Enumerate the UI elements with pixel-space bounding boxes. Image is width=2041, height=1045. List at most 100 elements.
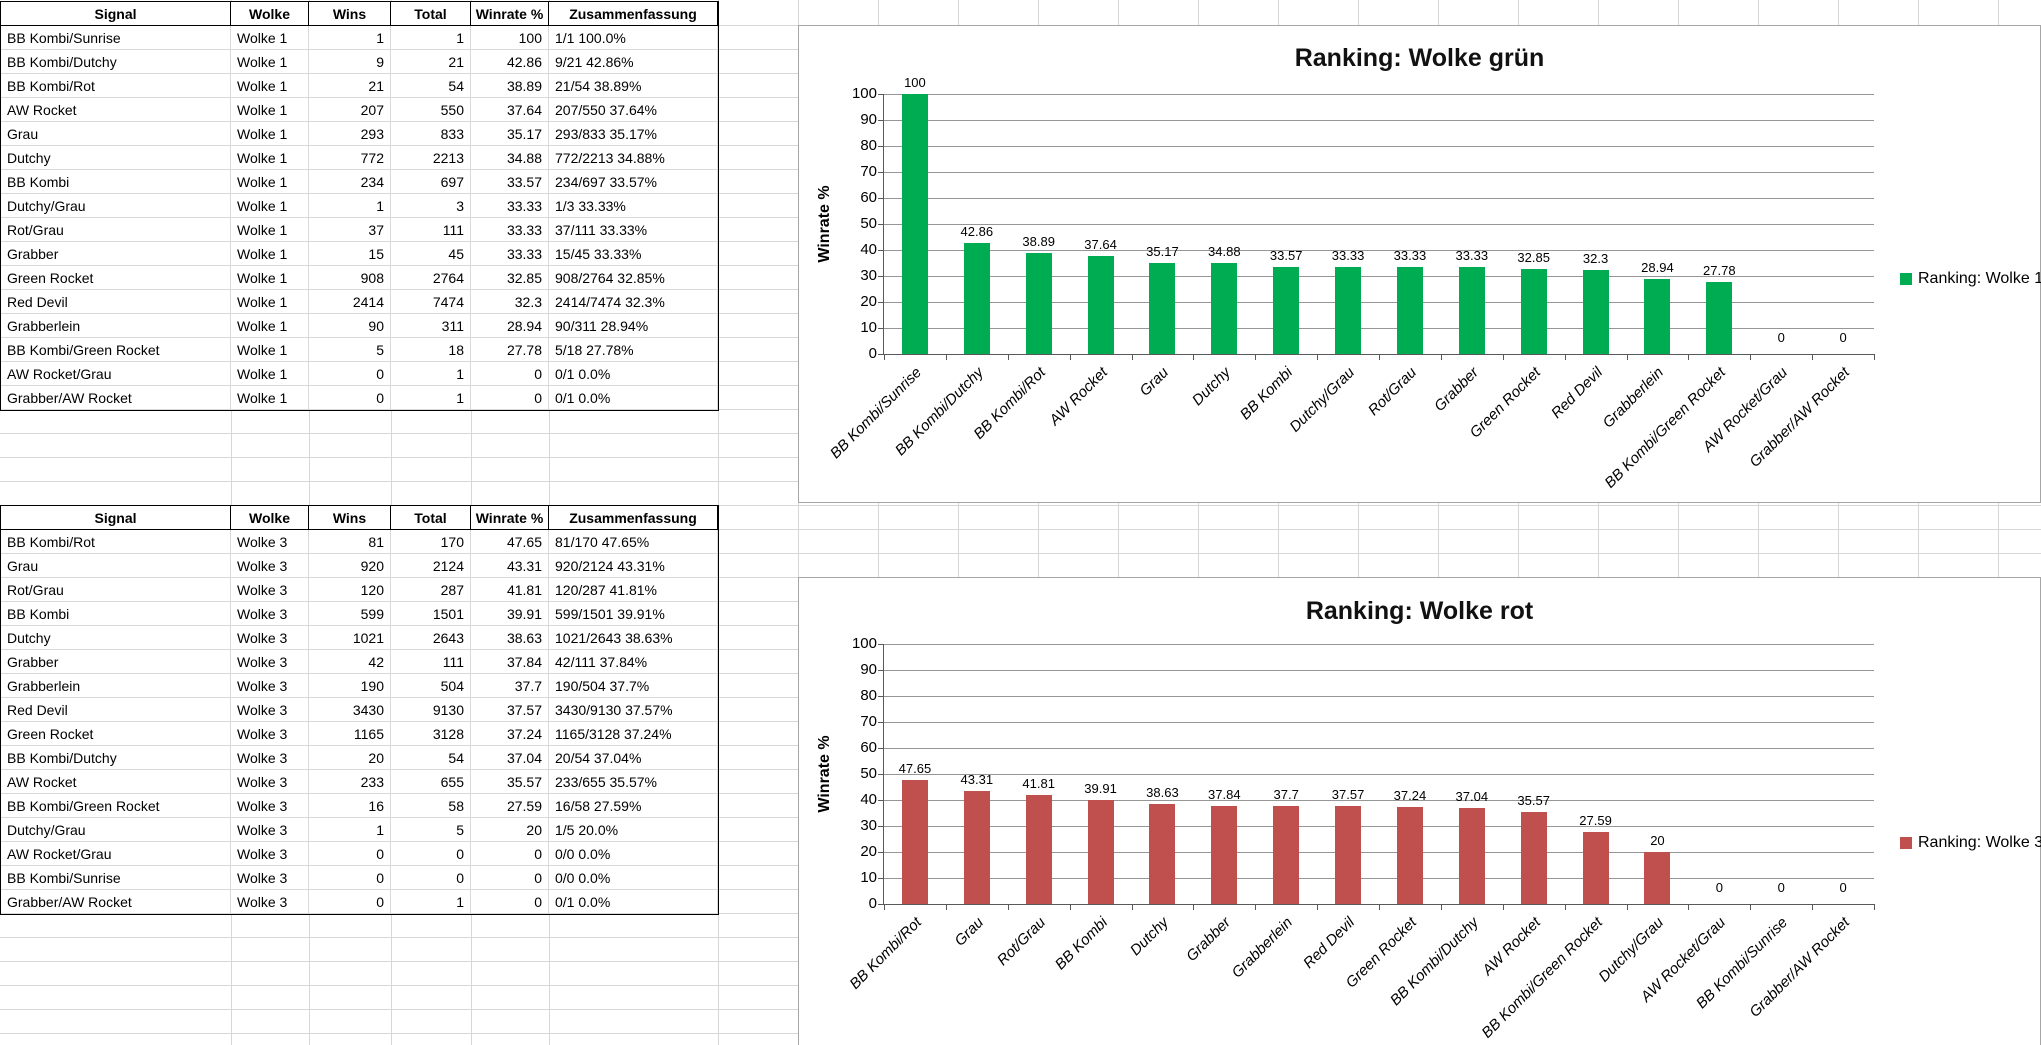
table-cell[interactable]: 1 <box>391 386 471 410</box>
table-cell[interactable]: 16 <box>309 794 391 818</box>
table-cell[interactable]: 27.78 <box>471 338 549 362</box>
table-cell[interactable]: 42.86 <box>471 50 549 74</box>
table-cell[interactable]: 1501 <box>391 602 471 626</box>
chart-bar[interactable] <box>1335 267 1362 354</box>
table-cell[interactable]: 35.17 <box>471 122 549 146</box>
chart-bar[interactable] <box>1335 806 1362 904</box>
table-cell[interactable]: 0 <box>309 890 391 914</box>
table-cell[interactable]: AW Rocket <box>1 770 231 794</box>
table-cell[interactable]: 100 <box>471 26 549 50</box>
chart-bar[interactable] <box>1087 256 1114 354</box>
table-cell[interactable]: 2764 <box>391 266 471 290</box>
table-cell[interactable]: 37.64 <box>471 98 549 122</box>
table-cell[interactable]: 42 <box>309 650 391 674</box>
table-cell[interactable]: 39.91 <box>471 602 549 626</box>
chart-bar[interactable] <box>1025 795 1052 904</box>
table-cell[interactable]: 0 <box>309 386 391 410</box>
table-cell[interactable]: 504 <box>391 674 471 698</box>
table-cell[interactable]: 21 <box>391 50 471 74</box>
table-cell[interactable]: 1 <box>391 362 471 386</box>
table-cell[interactable]: BB Kombi/Dutchy <box>1 746 231 770</box>
table-cell[interactable]: 0 <box>309 866 391 890</box>
table-cell[interactable]: 18 <box>391 338 471 362</box>
table-cell[interactable]: Wolke 3 <box>231 650 309 674</box>
table-cell[interactable]: 0/1 0.0% <box>549 386 718 410</box>
table-cell[interactable]: 3430 <box>309 698 391 722</box>
table-cell[interactable]: 1 <box>391 26 471 50</box>
column-header[interactable]: Total <box>391 506 471 530</box>
table-cell[interactable]: Grabber/AW Rocket <box>1 890 231 914</box>
table-cell[interactable]: Wolke 3 <box>231 818 309 842</box>
table-cell[interactable]: 111 <box>391 650 471 674</box>
table-cell[interactable]: Dutchy/Grau <box>1 818 231 842</box>
legend-swatch[interactable] <box>1900 273 1912 285</box>
chart-wolke-rot[interactable]: Ranking: Wolke rot 0 10 20 30 40 50 60 70 80 90 100… <box>798 577 2041 1045</box>
table-cell[interactable]: BB Kombi/Sunrise <box>1 26 231 50</box>
table-cell[interactable]: Wolke 1 <box>231 242 309 266</box>
table-cell[interactable]: 293 <box>309 122 391 146</box>
table-cell[interactable]: Green Rocket <box>1 266 231 290</box>
table-cell[interactable]: 1/3 33.33% <box>549 194 718 218</box>
legend-label[interactable]: Ranking: Wolke 3 <box>1918 834 2041 851</box>
table-cell[interactable]: Wolke 1 <box>231 26 309 50</box>
table-cell[interactable]: Wolke 3 <box>231 794 309 818</box>
table-cell[interactable]: 0 <box>309 842 391 866</box>
table-cell[interactable]: 234 <box>309 170 391 194</box>
table-cell[interactable]: Grabberlein <box>1 674 231 698</box>
table-cell[interactable]: Wolke 3 <box>231 554 309 578</box>
table-cell[interactable]: 772 <box>309 146 391 170</box>
chart-bar[interactable] <box>1273 805 1300 904</box>
table-cell[interactable]: Wolke 1 <box>231 170 309 194</box>
table-cell[interactable]: 90 <box>309 314 391 338</box>
table-cell[interactable]: Wolke 1 <box>231 362 309 386</box>
chart-bar[interactable] <box>1273 266 1300 354</box>
table-cell[interactable]: 207/550 37.64% <box>549 98 718 122</box>
table-cell[interactable]: Grau <box>1 554 231 578</box>
legend-label[interactable]: Ranking: Wolke 1 <box>1918 270 2041 287</box>
chart-bar[interactable] <box>1520 268 1547 354</box>
table-cell[interactable]: 34.88 <box>471 146 549 170</box>
chart-bar[interactable] <box>1706 281 1733 354</box>
chart-bar[interactable] <box>1458 807 1485 904</box>
table-cell[interactable]: 120/287 41.81% <box>549 578 718 602</box>
column-header[interactable]: Wolke <box>231 506 309 530</box>
table-cell[interactable]: 697 <box>391 170 471 194</box>
table-cell[interactable]: 772/2213 34.88% <box>549 146 718 170</box>
table-cell[interactable]: 1021/2643 38.63% <box>549 626 718 650</box>
chart-title[interactable]: Ranking: Wolke rot <box>1305 597 1534 625</box>
chart-title[interactable]: Ranking: Wolke grün <box>1294 44 1545 72</box>
column-header[interactable]: Wins <box>309 2 391 26</box>
chart-bar[interactable] <box>901 94 928 354</box>
table-cell[interactable]: BB Kombi <box>1 602 231 626</box>
chart-bar[interactable] <box>963 242 990 354</box>
chart-bar[interactable] <box>963 791 990 904</box>
table-cell[interactable]: 3 <box>391 194 471 218</box>
table-cell[interactable]: 655 <box>391 770 471 794</box>
table-cell[interactable]: 90/311 28.94% <box>549 314 718 338</box>
table-cell[interactable]: Wolke 1 <box>231 266 309 290</box>
chart-bar[interactable] <box>1025 252 1052 354</box>
table-cell[interactable]: 233/655 35.57% <box>549 770 718 794</box>
table-cell[interactable]: AW Rocket <box>1 98 231 122</box>
table-cell[interactable]: 0 <box>391 866 471 890</box>
table-cell[interactable]: 38.89 <box>471 74 549 98</box>
table-cell[interactable]: 234/697 33.57% <box>549 170 718 194</box>
table-cell[interactable]: BB Kombi/Rot <box>1 530 231 554</box>
chart-bar[interactable] <box>1458 267 1485 354</box>
table-cell[interactable]: BB Kombi/Dutchy <box>1 50 231 74</box>
table-cell[interactable]: Dutchy <box>1 146 231 170</box>
table-cell[interactable]: 20 <box>471 818 549 842</box>
table-cell[interactable]: Wolke 3 <box>231 626 309 650</box>
table-cell[interactable]: Grabber <box>1 242 231 266</box>
table-cell[interactable]: 2414/7474 32.3% <box>549 290 718 314</box>
table-cell[interactable]: 1021 <box>309 626 391 650</box>
table-cell[interactable]: 0 <box>471 842 549 866</box>
chart-bar[interactable] <box>1149 803 1176 904</box>
table-cell[interactable]: 45 <box>391 242 471 266</box>
table-cell[interactable]: 9130 <box>391 698 471 722</box>
table-cell[interactable]: 908 <box>309 266 391 290</box>
chart-bar[interactable] <box>1582 832 1609 904</box>
table-cell[interactable]: 233 <box>309 770 391 794</box>
table-cell[interactable]: 0 <box>309 362 391 386</box>
table-cell[interactable]: 1 <box>391 890 471 914</box>
